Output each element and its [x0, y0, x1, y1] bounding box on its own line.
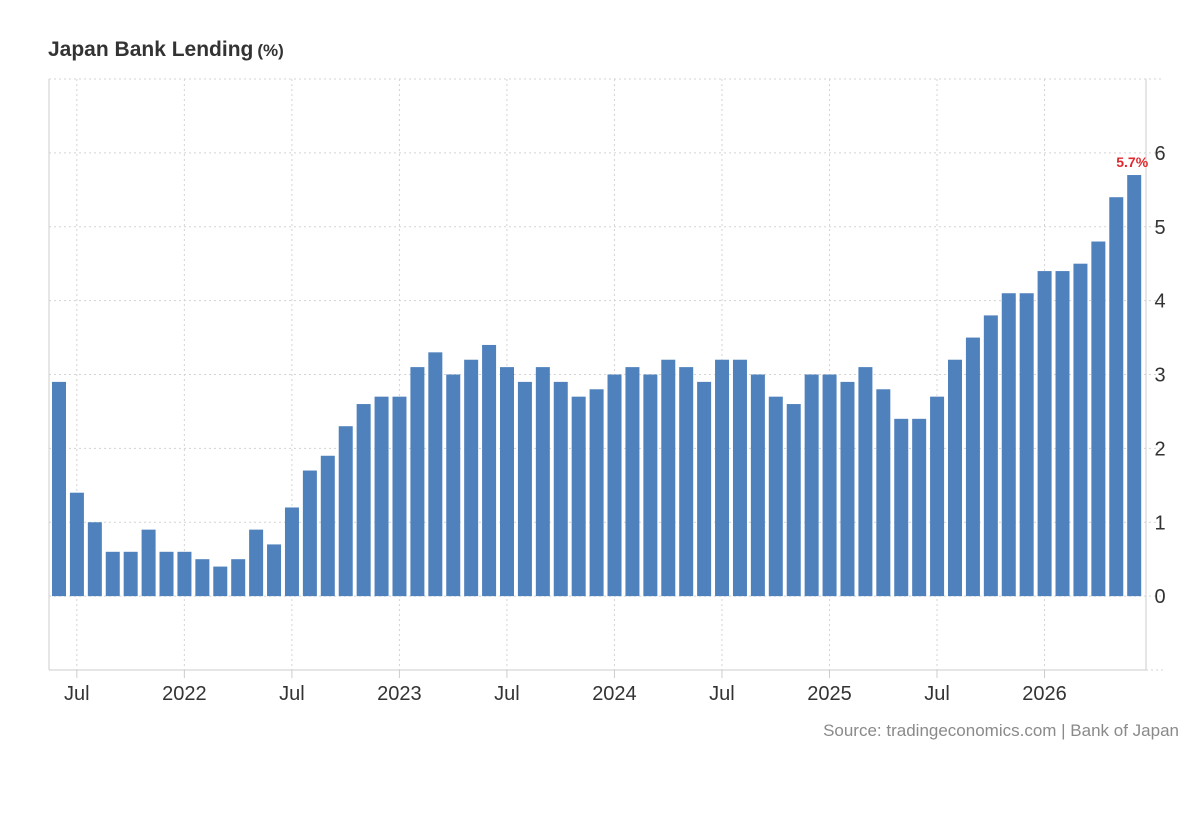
bar	[876, 389, 891, 597]
bar	[1055, 271, 1070, 597]
bar	[374, 396, 389, 597]
bar	[428, 352, 443, 597]
y-tick-label: 6	[1154, 143, 1165, 165]
chart-title: Japan Bank Lending (%)	[48, 38, 284, 62]
x-tick-label: 2025	[807, 683, 852, 705]
y-tick-label: 5	[1154, 217, 1165, 239]
bar	[948, 359, 962, 597]
bar	[732, 359, 747, 597]
source-note: Source: tradingeconomics.com | Bank of J…	[823, 721, 1179, 740]
bar	[840, 381, 855, 597]
bar	[661, 359, 676, 597]
bar	[715, 359, 730, 597]
bar	[1037, 271, 1052, 597]
x-tick-label: 2022	[162, 683, 207, 705]
bar	[105, 551, 120, 597]
bar	[338, 426, 353, 597]
y-tick-label: 2	[1154, 438, 1165, 460]
bar	[267, 544, 282, 597]
bar	[320, 455, 335, 597]
x-axis-ticks: Jul 2022 Jul 2023 Jul 2024 Jul 2025 Jul 2026	[64, 683, 1067, 705]
bar	[625, 367, 640, 597]
x-tick-label: Jul	[494, 683, 520, 705]
bar	[965, 337, 980, 597]
bar	[284, 507, 299, 597]
y-tick-label: 4	[1154, 291, 1165, 313]
bar	[500, 367, 514, 597]
chart-title-unit: (%)	[257, 41, 284, 60]
bar	[249, 529, 264, 597]
bar	[1091, 241, 1106, 597]
y-axis-ticks: 0 1 2 3 4 5 6	[1154, 143, 1165, 608]
bar	[177, 551, 192, 597]
bar	[1019, 293, 1034, 597]
bar	[69, 492, 84, 597]
bar	[571, 396, 586, 597]
x-tick-label: Jul	[279, 683, 305, 705]
x-tick-label: Jul	[709, 683, 735, 705]
bar	[410, 367, 425, 597]
bar	[302, 470, 317, 597]
bar	[750, 374, 765, 597]
chart-title-text: Japan Bank Lending	[48, 38, 254, 61]
bar	[804, 374, 819, 597]
x-tick-label: 2023	[377, 683, 422, 705]
bar	[822, 374, 837, 597]
bar	[195, 559, 210, 597]
bar	[231, 559, 246, 597]
y-tick-label: 0	[1154, 586, 1165, 608]
y-tick-label: 1	[1154, 512, 1165, 534]
bar	[894, 418, 909, 597]
bar	[123, 551, 138, 597]
y-tick-label: 3	[1154, 365, 1165, 387]
bar	[535, 367, 550, 597]
x-tick-label: 2024	[592, 683, 637, 705]
bar	[786, 404, 801, 597]
bar	[141, 529, 156, 597]
bar	[607, 374, 622, 597]
bar	[517, 381, 532, 597]
bar	[52, 381, 66, 597]
last-value-label: 5.7%	[1116, 154, 1148, 170]
bar	[159, 551, 174, 597]
bar	[930, 396, 945, 597]
bar	[983, 315, 998, 597]
bar	[392, 396, 407, 597]
bar	[912, 418, 927, 597]
bar	[643, 374, 658, 597]
bar	[768, 396, 783, 597]
bar	[697, 381, 712, 597]
bars	[52, 175, 1142, 597]
bar	[1073, 263, 1088, 597]
bar	[1127, 175, 1142, 597]
bar	[1109, 197, 1124, 597]
bar	[356, 404, 371, 597]
x-tick-label: Jul	[64, 683, 90, 705]
bar	[553, 381, 568, 597]
bar	[858, 367, 873, 597]
bar	[1001, 293, 1016, 597]
bar	[679, 367, 694, 597]
x-tick-label: Jul	[924, 683, 950, 705]
data-labels: 5.7%	[1116, 154, 1148, 170]
bar	[589, 389, 604, 597]
bar	[446, 374, 461, 597]
bar	[482, 344, 497, 597]
bar	[87, 522, 102, 597]
x-tick-label: 2026	[1022, 683, 1067, 705]
bar	[213, 566, 228, 597]
bar	[464, 359, 479, 597]
